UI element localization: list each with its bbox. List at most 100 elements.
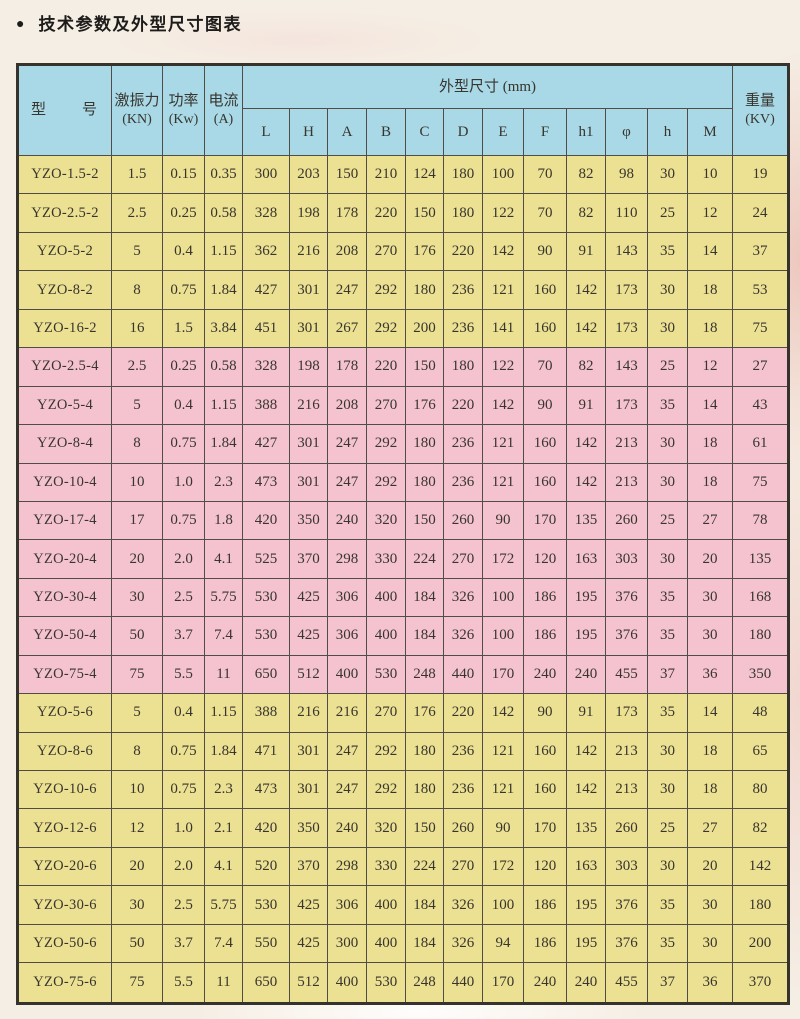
value-cell: 20 [686, 539, 734, 579]
value-cell: 12 [686, 193, 734, 233]
value-cell: 370 [732, 962, 790, 1004]
value-cell: 224 [405, 846, 444, 887]
value-cell: 90 [482, 808, 524, 848]
model-cell: YZO-20-4 [17, 539, 112, 579]
value-cell: 260 [605, 500, 648, 541]
value-cell: 142 [566, 270, 606, 310]
value-cell: 0.4 [162, 385, 205, 426]
value-cell: 1.84 [204, 424, 243, 464]
value-cell: 195 [566, 923, 606, 964]
value-cell: 90 [523, 231, 567, 272]
value-cell: 141 [482, 308, 524, 349]
value-cell: 35 [647, 385, 688, 426]
value-cell: 247 [327, 462, 367, 502]
value-cell: 298 [327, 846, 367, 887]
value-cell: 2.1 [204, 808, 243, 848]
value-cell: 18 [686, 462, 734, 502]
value-cell: 270 [443, 539, 483, 579]
value-cell: 292 [366, 270, 406, 310]
value-cell: 270 [443, 846, 483, 887]
value-cell: 247 [327, 270, 367, 310]
value-cell: 173 [605, 693, 648, 733]
col-header-current-unit: (A) [213, 112, 234, 128]
value-cell: 10 [686, 154, 734, 195]
value-cell: 180 [443, 347, 483, 387]
value-cell: 30 [647, 846, 688, 887]
value-cell: 350 [732, 654, 790, 695]
col-header-M: M [686, 108, 734, 156]
value-cell: 303 [605, 846, 648, 887]
value-cell: 370 [289, 539, 328, 579]
value-cell: 30 [686, 577, 734, 618]
value-cell: 121 [482, 769, 524, 810]
col-header-weight: 重量 (KV) [732, 64, 790, 156]
table-row: YZO-50-4 50 3.7 7.4 530 425 306 400 184 326 100 186… [17, 616, 790, 656]
value-cell: 30 [111, 885, 163, 925]
value-cell: 143 [605, 231, 648, 272]
value-cell: 300 [242, 154, 290, 195]
value-cell: 30 [647, 154, 688, 195]
value-cell: 90 [523, 385, 567, 426]
value-cell: 350 [289, 500, 328, 541]
value-cell: 36 [686, 654, 734, 695]
value-cell: 451 [242, 308, 290, 349]
col-header-B: B [366, 108, 406, 156]
value-cell: 12 [111, 808, 163, 848]
value-cell: 306 [327, 885, 367, 925]
value-cell: 376 [605, 616, 648, 656]
value-cell: 301 [289, 731, 328, 772]
col-header-D: D [443, 108, 483, 156]
value-cell: 180 [443, 193, 483, 233]
value-cell: 121 [482, 731, 524, 772]
value-cell: 0.75 [162, 731, 205, 772]
model-cell: YZO-2.5-4 [17, 347, 112, 387]
value-cell: 20 [686, 846, 734, 887]
value-cell: 292 [366, 308, 406, 349]
table-row: YZO-20-4 20 2.0 4.1 525 370 298 330 224 270 172 120… [17, 539, 790, 579]
value-cell: 1.5 [162, 308, 205, 349]
value-cell: 1.0 [162, 808, 205, 848]
value-cell: 0.75 [162, 500, 205, 541]
value-cell: 216 [289, 693, 328, 733]
value-cell: 0.25 [162, 347, 205, 387]
value-cell: 240 [566, 962, 606, 1004]
value-cell: 512 [289, 962, 328, 1004]
model-cell: YZO-5-6 [17, 693, 112, 733]
value-cell: 330 [366, 539, 406, 579]
value-cell: 180 [405, 731, 444, 772]
value-cell: 30 [647, 462, 688, 502]
value-cell: 1.15 [204, 385, 243, 426]
value-cell: 240 [523, 654, 567, 695]
value-cell: 326 [443, 616, 483, 656]
value-cell: 270 [366, 231, 406, 272]
page-title: ● 技术参数及外型尺寸图表 [16, 10, 242, 35]
value-cell: 25 [647, 808, 688, 848]
model-cell: YZO-10-4 [17, 462, 112, 502]
value-cell: 376 [605, 885, 648, 925]
value-cell: 180 [405, 462, 444, 502]
value-cell: 240 [327, 500, 367, 541]
value-cell: 142 [566, 424, 606, 464]
value-cell: 473 [242, 462, 290, 502]
value-cell: 150 [405, 347, 444, 387]
value-cell: 75 [732, 308, 790, 349]
model-cell: YZO-1.5-2 [17, 154, 112, 195]
model-cell: YZO-2.5-2 [17, 193, 112, 233]
value-cell: 110 [605, 193, 648, 233]
value-cell: 0.4 [162, 231, 205, 272]
col-header-model: 型 号 [17, 64, 112, 156]
value-cell: 195 [566, 885, 606, 925]
value-cell: 35 [647, 693, 688, 733]
value-cell: 301 [289, 462, 328, 502]
value-cell: 248 [405, 962, 444, 1004]
value-cell: 37 [732, 231, 790, 272]
value-cell: 27 [686, 500, 734, 541]
value-cell: 4.1 [204, 846, 243, 887]
col-header-weight-unit: (KV) [745, 112, 775, 128]
value-cell: 301 [289, 270, 328, 310]
value-cell: 150 [405, 193, 444, 233]
value-cell: 270 [366, 385, 406, 426]
model-cell: YZO-5-2 [17, 231, 112, 272]
value-cell: 400 [327, 654, 367, 695]
value-cell: 61 [732, 424, 790, 464]
